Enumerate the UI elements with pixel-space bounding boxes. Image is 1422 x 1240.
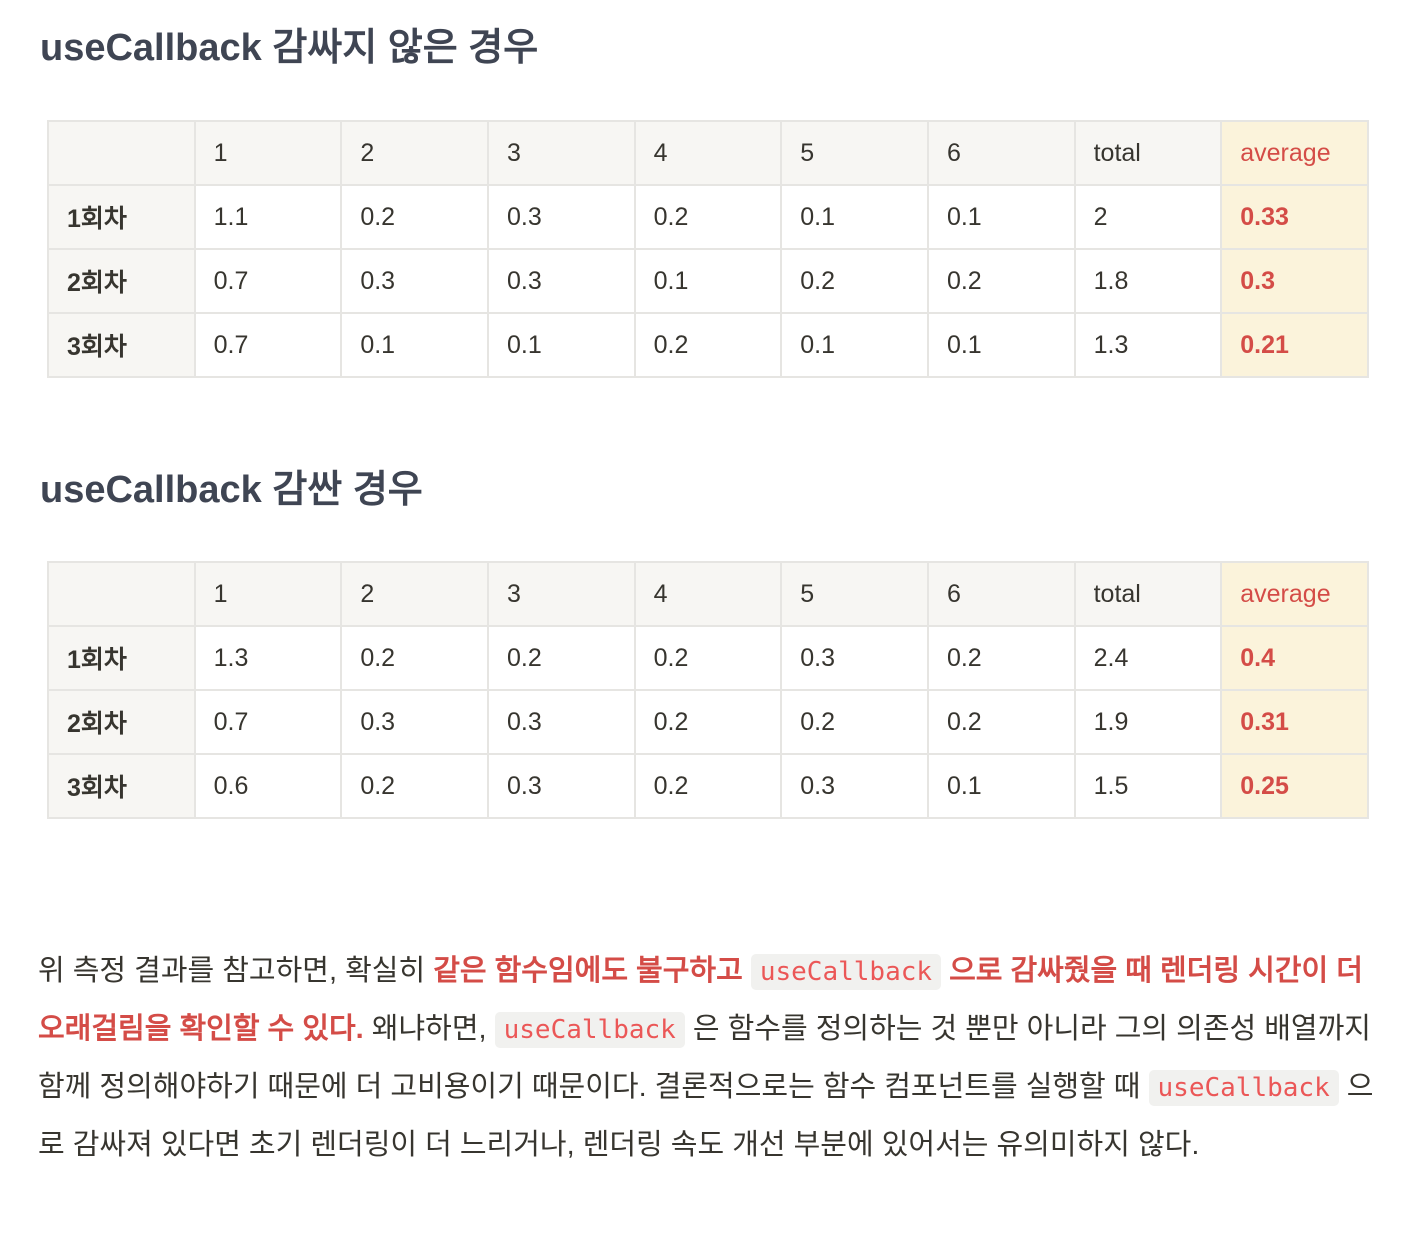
inline-code: useCallback <box>494 1012 685 1048</box>
column-header: 6 <box>926 561 1076 627</box>
inline-code: useCallback <box>1148 1070 1339 1106</box>
table-cell: 0.1 <box>926 184 1076 250</box>
table-cell: 0.2 <box>340 625 489 691</box>
table-row: 3회차 0.6 0.2 0.3 0.2 0.3 0.1 1.5 0.25 <box>47 753 1369 819</box>
table-row: 2회차 0.7 0.3 0.3 0.2 0.2 0.2 1.9 0.31 <box>47 689 1369 755</box>
table-cell: 0.3 <box>780 625 929 691</box>
table-cell: 0.6 <box>193 753 343 819</box>
row-label: 1회차 <box>47 625 196 691</box>
table-cell: 0.2 <box>780 689 929 755</box>
table-cell: 0.1 <box>926 753 1076 819</box>
table-cell: 0.3 <box>340 248 489 314</box>
table-cell: 0.1 <box>926 312 1076 378</box>
table-cell: 0.2 <box>926 625 1076 691</box>
column-header: average <box>1220 561 1369 627</box>
table-cell: 0.3 <box>486 184 636 250</box>
table-cell: 0.1 <box>633 248 783 314</box>
table-cell: 1.3 <box>193 625 343 691</box>
column-header: 1 <box>193 120 343 186</box>
table-cell: 0.2 <box>340 184 489 250</box>
column-header: 5 <box>780 561 929 627</box>
table-cell: 0.3 <box>486 753 636 819</box>
table-row: 3회차 0.7 0.1 0.1 0.2 0.1 0.1 1.3 0.21 <box>47 312 1369 378</box>
table-cell: 0.1 <box>780 184 929 250</box>
table-cell: 0.2 <box>926 248 1076 314</box>
inline-code: useCallback <box>750 954 942 990</box>
column-header: 4 <box>633 561 783 627</box>
table-cell: 0.3 <box>486 689 636 755</box>
summary-text: 으로 감싸져 있다면 초기 렌더링이 더 느리거나, 렌더링 속도 개선 부분에… <box>38 1071 1374 1161</box>
section-heading-wrapped: useCallback 감싼 경우 <box>40 469 423 511</box>
table-row: 1회차 1.3 0.2 0.2 0.2 0.3 0.2 2.4 0.4 <box>47 625 1369 691</box>
row-label: 3회차 <box>47 753 196 819</box>
table-cell: 0.7 <box>193 689 343 755</box>
summary-highlight: 으로 감싸줬을 때 렌더링 시간이 더 오래걸림을 확인할 수 있다. <box>38 955 1363 1045</box>
table-cell: 0.3 <box>780 753 929 819</box>
column-header: 3 <box>486 561 636 627</box>
results-table-unwrapped: 1 2 3 4 5 6 total average 1회차 1.1 0.2 0.3 0.2 0.1 0.1 2… <box>47 120 1369 378</box>
table-cell: 0.1 <box>340 312 489 378</box>
table-cell: 0.2 <box>633 625 783 691</box>
summary-text: 은 함수를 정의하는 것 뿐만 아니라 그의 의존성 배열까지 함께 정의해야하… <box>38 1013 1371 1103</box>
column-header: average <box>1220 120 1369 186</box>
corner-cell <box>47 561 196 627</box>
table-row: 1회차 1.1 0.2 0.3 0.2 0.1 0.1 2 0.33 <box>47 184 1369 250</box>
table-cell: 0.2 <box>780 248 929 314</box>
column-header: 3 <box>486 120 636 186</box>
column-header: 2 <box>340 120 489 186</box>
summary-paragraph: 위 측정 결과를 참고하면, 확실히 같은 함수임에도 불구하고 useCall… <box>38 943 1386 1174</box>
table-cell: 0.2 <box>926 689 1076 755</box>
table-cell: 0.7 <box>193 248 343 314</box>
table-cell: 0.1 <box>780 312 929 378</box>
table-cell: 0.2 <box>340 753 489 819</box>
row-label: 3회차 <box>47 312 196 378</box>
table-cell: 0.2 <box>633 312 783 378</box>
column-header: total <box>1073 120 1223 186</box>
summary-text: 위 측정 결과를 참고하면, 확실히 <box>38 955 434 987</box>
row-label: 2회차 <box>47 689 196 755</box>
table-cell: 0.7 <box>193 312 343 378</box>
column-header: total <box>1073 561 1223 627</box>
average-cell: 0.21 <box>1220 312 1369 378</box>
table-row: 2회차 0.7 0.3 0.3 0.1 0.2 0.2 1.8 0.3 <box>47 248 1369 314</box>
average-cell: 0.25 <box>1220 753 1369 819</box>
table-cell: 0.1 <box>486 312 636 378</box>
table-cell: 1.5 <box>1073 753 1223 819</box>
corner-cell <box>47 120 196 186</box>
header-row: 1 2 3 4 5 6 total average <box>47 561 1369 627</box>
row-label: 2회차 <box>47 248 196 314</box>
average-cell: 0.31 <box>1220 689 1369 755</box>
table-cell: 2.4 <box>1073 625 1223 691</box>
column-header: 2 <box>340 561 489 627</box>
table-cell: 0.2 <box>486 625 636 691</box>
column-header: 4 <box>633 120 783 186</box>
average-cell: 0.3 <box>1220 248 1369 314</box>
table-cell: 1.3 <box>1073 312 1223 378</box>
column-header: 1 <box>193 561 343 627</box>
table-cell: 0.2 <box>633 753 783 819</box>
section-heading-unwrapped: useCallback 감싸지 않은 경우 <box>40 27 539 69</box>
summary-highlight: 같은 함수임에도 불구하고 <box>433 955 751 987</box>
table-cell: 1.1 <box>193 184 343 250</box>
table-cell: 1.9 <box>1073 689 1223 755</box>
table-cell: 0.3 <box>340 689 489 755</box>
average-cell: 0.33 <box>1220 184 1369 250</box>
table-cell: 2 <box>1073 184 1223 250</box>
results-table-wrapped: 1 2 3 4 5 6 total average 1회차 1.3 0.2 0.2 0.2 0.3 0.2 2… <box>47 561 1369 819</box>
table-cell: 0.3 <box>486 248 636 314</box>
column-header: 5 <box>780 120 929 186</box>
summary-text: 왜냐하면, <box>363 1013 495 1045</box>
table-cell: 1.8 <box>1073 248 1223 314</box>
average-cell: 0.4 <box>1220 625 1369 691</box>
header-row: 1 2 3 4 5 6 total average <box>47 120 1369 186</box>
table-cell: 0.2 <box>633 184 783 250</box>
row-label: 1회차 <box>47 184 196 250</box>
column-header: 6 <box>926 120 1076 186</box>
table-cell: 0.2 <box>633 689 783 755</box>
